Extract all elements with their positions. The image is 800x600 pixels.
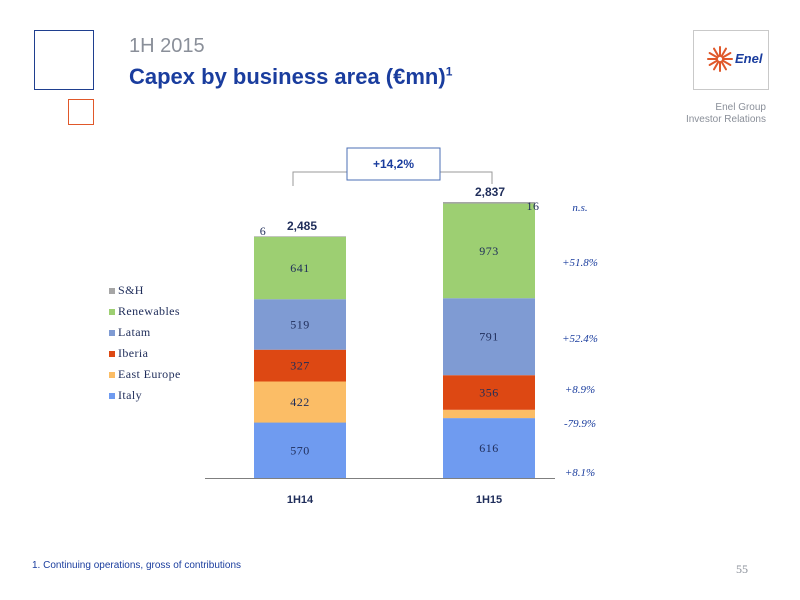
- series-change-label: -79.9%: [564, 418, 596, 430]
- logo-petal: [713, 60, 720, 71]
- data-label: 327: [290, 359, 310, 373]
- bar-segment: [443, 298, 535, 376]
- bar-segment: [254, 236, 346, 237]
- legend-swatch: [109, 351, 115, 357]
- page-title-text: Capex by business area (€mn): [129, 64, 446, 89]
- bar-segment: [254, 299, 346, 350]
- bar-segment: [254, 422, 346, 478]
- legend-swatch: [109, 330, 115, 336]
- series-change-label: +51.8%: [562, 257, 598, 269]
- logo-petal: [708, 59, 719, 66]
- series-change-label: +8.1%: [565, 467, 595, 479]
- title-footnote-marker: 1: [445, 64, 453, 79]
- legend-label: Italy: [118, 388, 142, 402]
- data-label: 6: [260, 224, 267, 238]
- legend-label: Iberia: [118, 346, 149, 360]
- company-name: Enel Group: [715, 102, 766, 113]
- bar-segment: [443, 202, 535, 204]
- legend-label: East Europe: [118, 367, 181, 381]
- total-label: 2,837: [475, 185, 505, 199]
- legend-label: Renewables: [118, 304, 180, 318]
- growth-box-label: +14,2%: [373, 157, 414, 171]
- period-label: 1H 2015: [129, 35, 205, 57]
- series-change-label: +8.9%: [565, 384, 595, 396]
- logo-petal: [721, 59, 732, 66]
- bar-segment: [443, 418, 535, 478]
- legend-swatch: [109, 393, 115, 399]
- total-label: 2,485: [287, 219, 317, 233]
- growth-bracket-left: [292, 171, 347, 186]
- bar-segment: [254, 381, 346, 423]
- growth-box: [346, 147, 441, 181]
- data-label: 616: [479, 441, 499, 455]
- data-label: 519: [290, 317, 310, 331]
- decorative-orange-square: [68, 99, 94, 125]
- data-label: 16: [527, 199, 540, 213]
- logo-petal: [720, 47, 727, 58]
- data-label: 422: [290, 395, 310, 409]
- logo-petal: [721, 52, 732, 59]
- bar-segment: [443, 203, 535, 299]
- page-number: 55: [736, 562, 748, 576]
- data-label: 641: [290, 261, 310, 275]
- legend-swatch: [109, 288, 115, 294]
- logo-petal: [708, 52, 719, 59]
- data-label: 791: [479, 330, 499, 344]
- enel-logo-text: Enel: [735, 51, 763, 66]
- data-label: 570: [290, 443, 310, 457]
- legend-swatch: [109, 309, 115, 315]
- legend-swatch: [109, 372, 115, 378]
- data-label: 973: [479, 244, 499, 258]
- legend-label: S&H: [118, 283, 144, 297]
- bar-segment: [254, 349, 346, 382]
- x-tick-label: 1H15: [476, 494, 502, 506]
- logo-petal: [713, 47, 720, 58]
- series-change-label: n.s.: [572, 202, 587, 214]
- growth-bracket-right: [440, 171, 493, 184]
- enel-logo: Enel: [693, 30, 769, 90]
- decorative-blue-square: [34, 30, 94, 90]
- logo-petal: [720, 60, 727, 71]
- bar-segment: [254, 236, 346, 300]
- department-name: Investor Relations: [685, 114, 766, 125]
- legend-label: Latam: [118, 325, 151, 339]
- x-tick-label: 1H14: [287, 494, 314, 506]
- data-label: 356: [479, 386, 499, 400]
- enel-flower-icon: Enel: [707, 46, 763, 72]
- series-change-label: +52.4%: [562, 333, 598, 345]
- page-title: Capex by business area (€mn)1: [129, 64, 452, 90]
- footnote: 1. Continuing operations, gross of contr…: [32, 560, 242, 571]
- bar-segment: [443, 409, 535, 419]
- bar-segment: [443, 375, 535, 410]
